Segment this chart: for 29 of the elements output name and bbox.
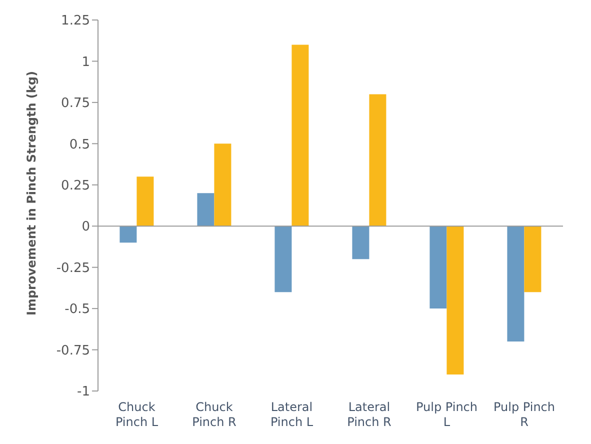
x-tick-label: Lateral Pinch L <box>270 400 314 429</box>
y-tick-label: -0.25 <box>56 260 90 276</box>
y-tick-label: -0.75 <box>56 343 90 358</box>
y-tick-label: -0.5 <box>64 302 90 318</box>
bar <box>446 226 464 375</box>
bar <box>507 226 524 342</box>
y-tick-label: 0.5 <box>69 137 90 152</box>
y-tick-label: 1 <box>82 54 90 70</box>
x-tick-label: Chuck Pinch R <box>192 400 236 429</box>
x-tick-label: Pulp Pinch R <box>493 400 556 429</box>
y-tick-label: 0.75 <box>61 96 90 112</box>
y-tick-label: 1.25 <box>61 14 90 29</box>
bar <box>136 176 154 226</box>
bar <box>430 226 447 309</box>
bar <box>292 44 309 226</box>
y-tick-label: 0 <box>82 220 90 235</box>
bar <box>524 226 542 292</box>
x-tick-label: Pulp Pinch L <box>416 400 478 429</box>
bar <box>369 94 386 226</box>
bar <box>197 193 214 226</box>
bar <box>352 226 370 260</box>
y-axis-title: Improvement in Pinch Strength (kg) <box>24 71 38 316</box>
y-tick-label: 0.25 <box>61 178 90 194</box>
bar <box>120 226 137 243</box>
x-tick-label: Lateral Pinch R <box>347 400 392 429</box>
bar <box>274 226 292 292</box>
x-tick-label: Chuck Pinch L <box>115 400 158 429</box>
y-tick-label: -1 <box>77 384 90 400</box>
bar <box>214 144 232 226</box>
